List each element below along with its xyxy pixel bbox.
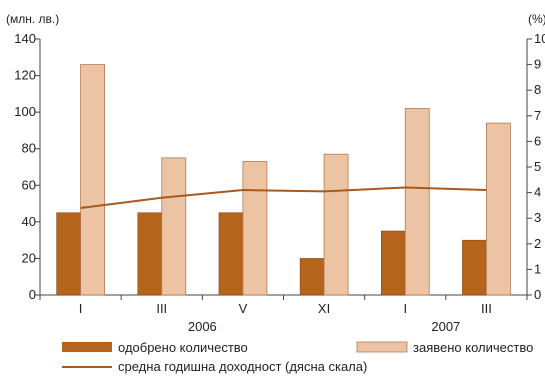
year-label: 2007 — [431, 319, 460, 334]
right-axis-tick-label: 10 — [534, 31, 545, 46]
bar-approved — [56, 212, 81, 296]
yield-line — [80, 186, 487, 209]
right-axis-tick-label: 2 — [534, 236, 541, 251]
category-label: XI — [318, 301, 330, 316]
bar-approved — [137, 212, 162, 296]
legend-swatch-requested — [356, 341, 408, 353]
left-axis-unit: (млн. лв.) — [6, 12, 59, 26]
bar-approved — [299, 258, 325, 296]
legend: одобрено количество заявено количество сре… — [62, 340, 533, 374]
category-label: III — [156, 301, 167, 316]
right-axis-tick-label: 0 — [534, 287, 541, 302]
left-axis-tick-label: 80 — [22, 141, 36, 156]
bar-requested — [323, 153, 349, 296]
bar-requested — [242, 161, 268, 296]
legend-swatch-approved — [62, 342, 112, 352]
right-axis-unit: (%) — [528, 12, 545, 26]
right-axis-tick-label: 8 — [534, 82, 541, 97]
bar-requested — [161, 157, 187, 296]
left-axis-tick-label: 120 — [14, 68, 36, 83]
bar-requested — [404, 108, 430, 296]
left-axis-tick-label: 100 — [14, 104, 36, 119]
right-axis-tick-label: 9 — [534, 57, 541, 72]
bar-approved — [381, 230, 406, 296]
right-axis-tick-label: 3 — [534, 210, 541, 225]
left-axis-tick-label: 20 — [22, 250, 36, 265]
bar-approved — [462, 239, 487, 296]
legend-label-approved: одобрено количество — [118, 340, 248, 355]
right-axis-tick-label: 5 — [534, 159, 541, 174]
bar-requested — [80, 64, 105, 296]
category-label: I — [403, 301, 407, 316]
bar-requested — [486, 122, 511, 296]
category-label: V — [239, 301, 248, 316]
category-label: III — [481, 301, 492, 316]
right-axis-tick-label: 4 — [534, 185, 541, 200]
right-axis-tick-label: 6 — [534, 133, 541, 148]
legend-label-yield: средна годишна доходност (дясна скала) — [118, 359, 367, 374]
legend-label-requested: заявено количество — [413, 340, 533, 355]
year-label: 2006 — [188, 319, 217, 334]
left-axis-tick-label: 140 — [14, 31, 36, 46]
left-axis-tick-label: 40 — [22, 214, 36, 229]
bar-approved — [218, 212, 244, 296]
left-axis-tick-label: 60 — [22, 177, 36, 192]
right-axis-tick-label: 7 — [534, 108, 541, 123]
left-axis-tick-label: 0 — [29, 287, 36, 302]
right-axis-tick-label: 1 — [534, 261, 541, 276]
category-label: I — [79, 301, 83, 316]
